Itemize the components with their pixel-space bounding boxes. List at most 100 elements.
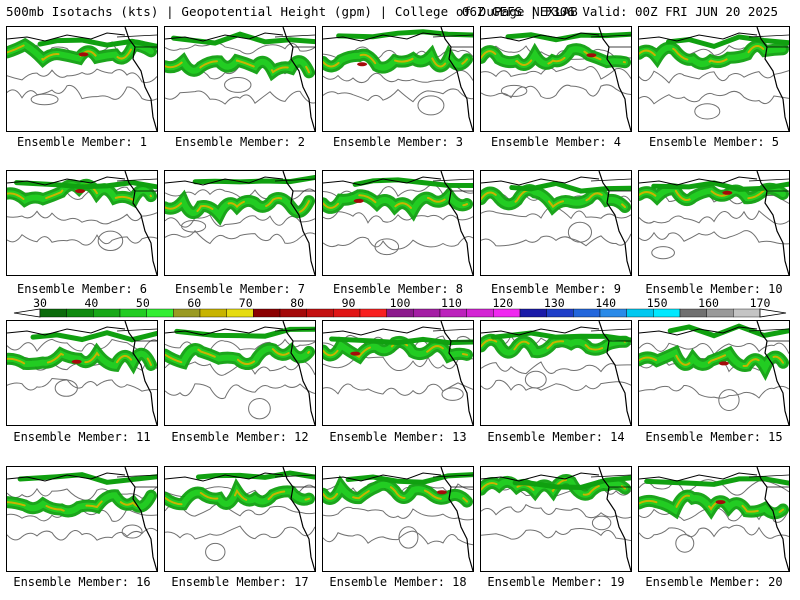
- isotach-jet-band: [7, 178, 157, 209]
- isotach-jet-band: [481, 330, 631, 359]
- member-map-plot: [165, 321, 315, 425]
- ensemble-member-map: [480, 466, 632, 572]
- colorbar-swatch: [173, 308, 201, 318]
- colorbar-tick-label: 80: [290, 296, 305, 310]
- colorbar-swatch: [679, 308, 707, 318]
- member-map-plot: [639, 467, 789, 571]
- coastline: [165, 27, 315, 131]
- isotach-jet-band: [7, 37, 157, 68]
- ensemble-member-label: Ensemble Member: 12: [171, 430, 309, 444]
- height-contours: [481, 45, 631, 99]
- ensemble-member-map: [164, 170, 316, 276]
- ensemble-member-map: [6, 466, 158, 572]
- member-map-plot: [323, 467, 473, 571]
- ensemble-member-label: Ensemble Member: 14: [487, 430, 625, 444]
- ensemble-member-label: Ensemble Member: 5: [648, 135, 780, 149]
- colorbar-swatch: [466, 308, 494, 318]
- colorbar-swatch: [253, 308, 281, 318]
- isotach-jet-band: [165, 470, 315, 511]
- colorbar-tick-label: 150: [646, 296, 668, 310]
- isotach-jet-band: [639, 180, 789, 206]
- colorbar-swatch: [66, 308, 94, 318]
- colorbar-tick-label: 50: [135, 296, 150, 310]
- coastline: [7, 27, 157, 131]
- isotach-jet-band: [481, 180, 631, 216]
- isotach-jet-band: [481, 474, 631, 502]
- colorbar-swatches: [13, 308, 787, 318]
- member-map-plot: [639, 27, 789, 131]
- ensemble-member-label: Ensemble Member: 11: [13, 430, 151, 444]
- ensemble-member-label: Ensemble Member: 2: [174, 135, 306, 149]
- ensemble-member-map: [480, 170, 632, 276]
- ensemble-member-map: [6, 26, 158, 132]
- isotach-jet-band: [639, 476, 789, 520]
- colorbar-tick-label: 170: [749, 296, 771, 310]
- member-map-plot: [323, 321, 473, 425]
- colorbar-swatch: [413, 308, 441, 318]
- coastline: [481, 467, 631, 571]
- colorbar-swatch: [493, 308, 521, 318]
- colorbar-tick-label: 90: [341, 296, 356, 310]
- ensemble-member-map: [6, 170, 158, 276]
- member-map-plot: [481, 27, 631, 131]
- colorbar-swatch: [573, 308, 601, 318]
- colorbar-swatch: [279, 308, 307, 318]
- coastline: [165, 321, 315, 425]
- isotach-jet-band: [165, 174, 315, 226]
- colorbar-swatch: [93, 308, 121, 318]
- ensemble-member-map: [322, 320, 474, 426]
- ensemble-member-map: [164, 466, 316, 572]
- figure-title: 500mb Isotachs (kts) | Geopotential Heig…: [6, 4, 578, 19]
- coastline: [639, 171, 789, 275]
- colorbar-swatch: [146, 308, 174, 318]
- member-map-plot: [165, 171, 315, 275]
- member-map-plot: [481, 321, 631, 425]
- coastline: [481, 27, 631, 131]
- member-map-plot: [7, 171, 157, 275]
- isotach-jet-band: [7, 330, 157, 375]
- ensemble-member-label: Ensemble Member: 6: [16, 282, 148, 296]
- isotach-jet-band: [639, 323, 789, 382]
- coastline: [7, 321, 157, 425]
- isotach-jet-band: [323, 29, 473, 74]
- colorbar-high-arrow: [759, 308, 787, 318]
- ensemble-member-label: Ensemble Member: 7: [174, 282, 306, 296]
- colorbar-swatch: [519, 308, 547, 318]
- colorbar-swatch: [626, 308, 654, 318]
- ensemble-member-label: Ensemble Member: 19: [487, 575, 625, 589]
- ensemble-member-map: [322, 26, 474, 132]
- ensemble-member-label: Ensemble Member: 18: [329, 575, 467, 589]
- colorbar-tick-label: 110: [441, 296, 462, 310]
- colorbar-swatch: [599, 308, 627, 318]
- colorbar-swatch: [333, 308, 361, 318]
- colorbar-tick-label: 40: [84, 296, 99, 310]
- ensemble-member-label: Ensemble Member: 1: [16, 135, 148, 149]
- coastline: [323, 321, 473, 425]
- ensemble-member-map: [480, 26, 632, 132]
- colorbar-swatch: [706, 308, 734, 318]
- figure-header: 500mb Isotachs (kts) | Geopotential Heig…: [0, 0, 800, 22]
- colorbar-tick-label: 140: [595, 296, 617, 310]
- member-map-plot: [323, 171, 473, 275]
- coastline: [639, 467, 789, 571]
- colorbar-swatch: [386, 308, 414, 318]
- member-map-plot: [165, 27, 315, 131]
- ensemble-member-label: Ensemble Member: 17: [171, 575, 309, 589]
- isotach-colorbar: 30 40 50 60 70 80 90 100 110 120 130 140 150 160 170: [0, 296, 800, 318]
- colorbar-low-arrow: [13, 308, 41, 318]
- isotach-jet-band: [323, 335, 473, 365]
- coastline: [165, 467, 315, 571]
- coastline: [481, 321, 631, 425]
- colorbar-tick-label: 130: [543, 296, 565, 310]
- run-valid-time: 06Z GEFS | F306 Valid: 00Z FRI JUN 20 20…: [461, 4, 778, 19]
- member-map-plot: [323, 27, 473, 131]
- colorbar-swatch: [119, 308, 147, 318]
- isotach-jet-band: [7, 472, 157, 518]
- colorbar-tick-label: 70: [238, 296, 253, 310]
- ensemble-member-label: Ensemble Member: 3: [332, 135, 464, 149]
- member-map-plot: [165, 467, 315, 571]
- coastline: [323, 27, 473, 131]
- coastline: [7, 171, 157, 275]
- ensemble-member-label: Ensemble Member: 9: [490, 282, 622, 296]
- colorbar-swatch: [226, 308, 254, 318]
